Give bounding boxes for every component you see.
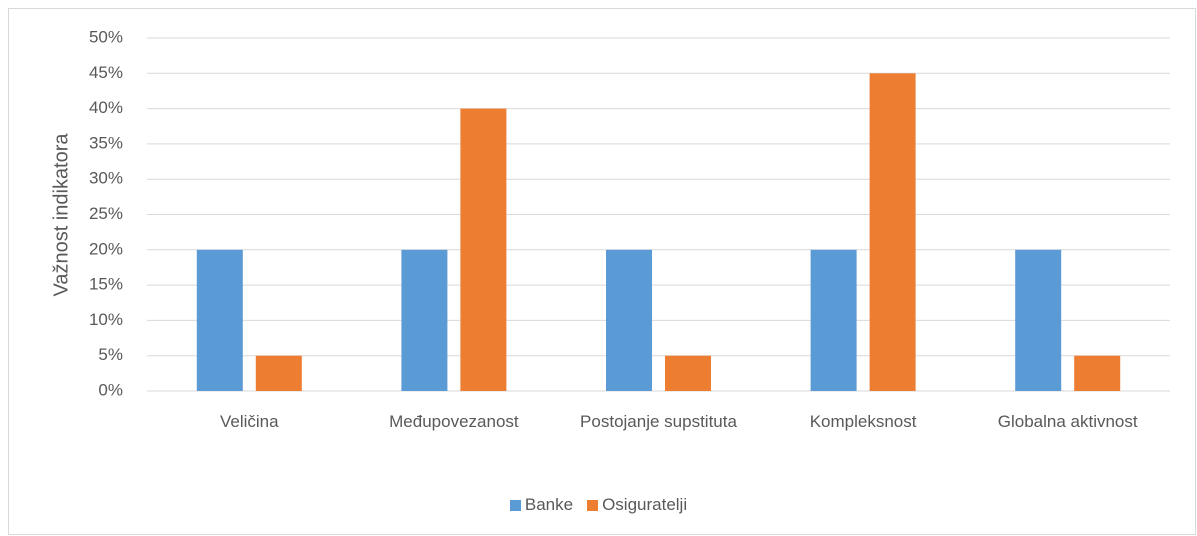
legend-item: Banke (509, 495, 574, 515)
y-tick-label: 5% (98, 345, 123, 364)
legend-swatch (587, 499, 599, 511)
bar (1015, 249, 1062, 391)
bar (1074, 355, 1121, 391)
x-tick-label: Kompleksnost (809, 412, 917, 431)
bar (606, 249, 652, 391)
legend-label: Osiguratelji (602, 495, 688, 514)
y-tick-label: 10% (89, 310, 123, 329)
x-tick-label: Veličina (219, 412, 279, 431)
legend-item: Osiguratelji (587, 495, 687, 515)
y-tick-label: 35% (89, 133, 123, 152)
bar (460, 108, 507, 391)
bar (665, 355, 711, 391)
bar (869, 73, 916, 392)
bar (810, 249, 857, 391)
bar (401, 249, 448, 391)
bar (255, 355, 302, 391)
legend: Banke Osiguratelji (0, 495, 1197, 515)
legend-label: Banke (524, 495, 574, 514)
bar (196, 249, 243, 391)
y-tick-label: 45% (89, 63, 123, 82)
y-axis-label: Važnost indikatora (50, 133, 72, 297)
y-tick-label: 20% (89, 239, 123, 258)
x-tick-label: Globalna aktivnost (997, 412, 1138, 431)
y-tick-label: 50% (89, 27, 123, 46)
y-tick-label: 25% (89, 204, 123, 223)
y-tick-label: 0% (98, 380, 123, 399)
y-tick-label: 15% (89, 275, 123, 294)
y-tick-label: 40% (89, 98, 123, 117)
chart-border (8, 8, 1196, 535)
y-tick-label: 30% (89, 169, 123, 188)
legend-swatch (509, 499, 521, 511)
x-tick-label: Međupovezanost (389, 412, 519, 431)
x-tick-label: Postojanje supstituta (580, 412, 737, 431)
